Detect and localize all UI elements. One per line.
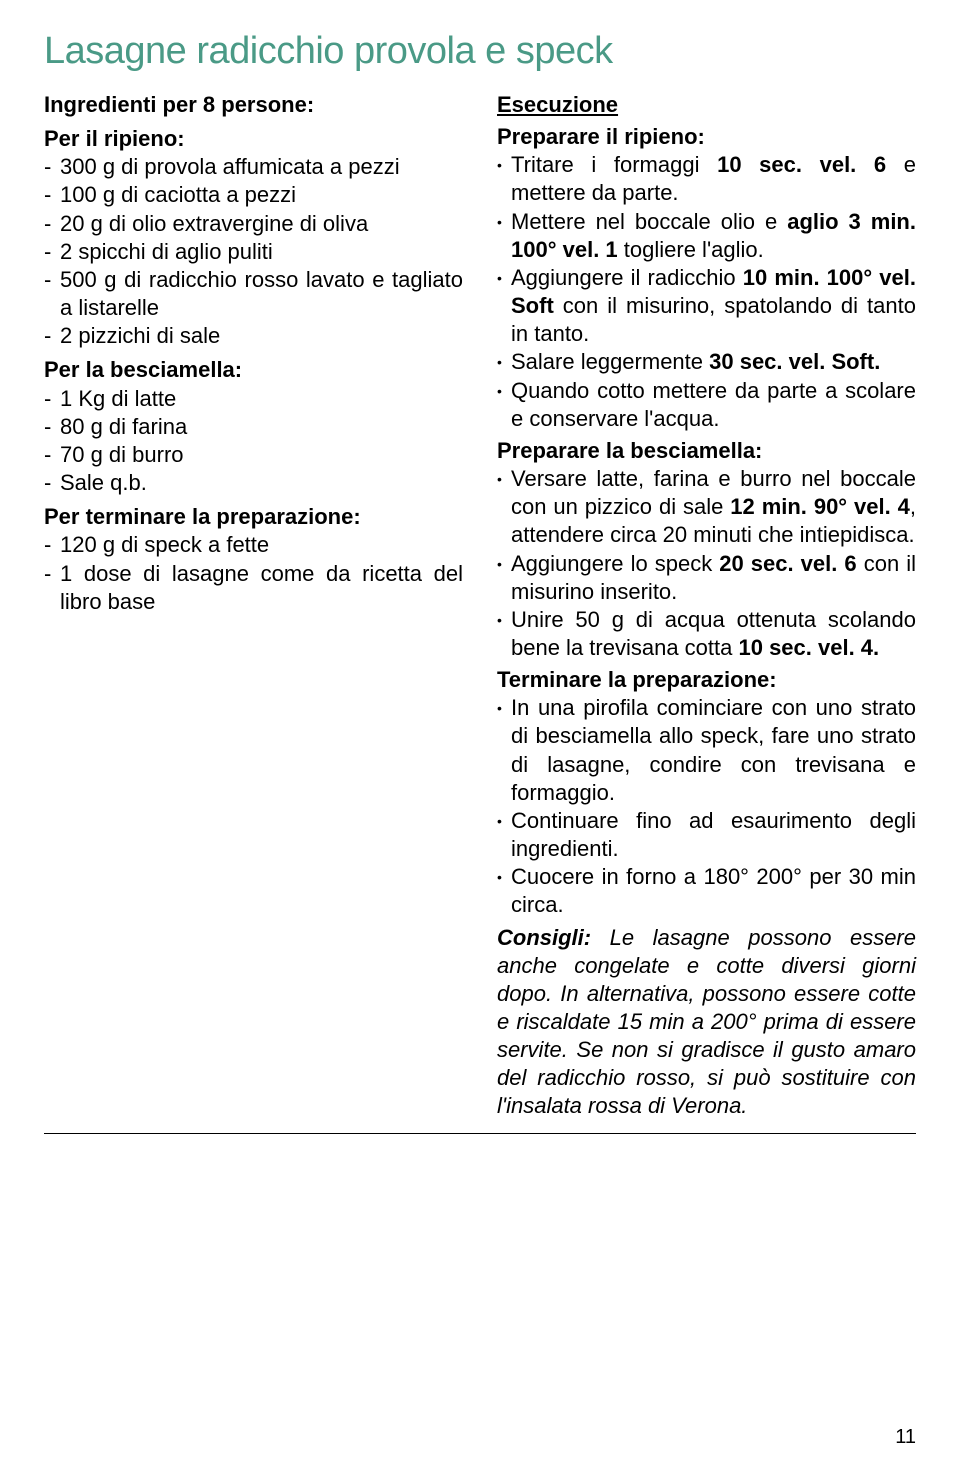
execution-step: •Versare latte, farina e burro nel bocca… xyxy=(497,465,916,549)
ingredient-item: -500 g di radicchio rosso lavato e tagli… xyxy=(44,266,463,322)
execution-step: •Quando cotto mettere da parte a scolare… xyxy=(497,377,916,433)
ingredient-item: -2 pizzichi di sale xyxy=(44,322,463,350)
bullet-icon: • xyxy=(497,694,511,807)
ingredient-group-label: Per terminare la preparazione: xyxy=(44,503,463,531)
bullet-icon: • xyxy=(497,208,511,264)
ingredient-text: 500 g di radicchio rosso lavato e taglia… xyxy=(60,266,463,322)
ingredient-text: 120 g di speck a fette xyxy=(60,531,463,559)
ingredient-item: -Sale q.b. xyxy=(44,469,463,497)
dash-icon: - xyxy=(44,441,60,469)
ingredient-group-label: Per la besciamella: xyxy=(44,356,463,384)
bullet-icon: • xyxy=(497,550,511,606)
execution-step: •In una pirofila cominciare con uno stra… xyxy=(497,694,916,807)
execution-sections: Preparare il ripieno:•Tritare i formaggi… xyxy=(497,123,916,919)
ingredient-text: 100 g di caciotta a pezzi xyxy=(60,181,463,209)
dash-icon: - xyxy=(44,385,60,413)
bullet-icon: • xyxy=(497,377,511,433)
dash-icon: - xyxy=(44,210,60,238)
bullet-icon: • xyxy=(497,807,511,863)
execution-step: •Cuocere in forno a 180° 200° per 30 min… xyxy=(497,863,916,919)
execution-step-text: Continuare fino ad esaurimento degli ing… xyxy=(511,807,916,863)
ingredients-column: Ingredienti per 8 persone: Per il ripien… xyxy=(44,91,463,1121)
dash-icon: - xyxy=(44,469,60,497)
dash-icon: - xyxy=(44,531,60,559)
page-number: 11 xyxy=(895,1426,916,1449)
dash-icon: - xyxy=(44,238,60,266)
execution-step-text: Tritare i formaggi 10 sec. vel. 6 e mett… xyxy=(511,151,916,207)
execution-step: •Continuare fino ad esaurimento degli in… xyxy=(497,807,916,863)
ingredient-item: -80 g di farina xyxy=(44,413,463,441)
execution-subheading: Preparare la besciamella: xyxy=(497,437,916,465)
dash-icon: - xyxy=(44,413,60,441)
execution-step-text: Unire 50 g di acqua ottenuta scolando be… xyxy=(511,606,916,662)
execution-subheading: Preparare il ripieno: xyxy=(497,123,916,151)
dash-icon: - xyxy=(44,322,60,350)
bullet-icon: • xyxy=(497,606,511,662)
execution-step-text: Cuocere in forno a 180° 200° per 30 min … xyxy=(511,863,916,919)
consigli-text: Le lasagne possono essere anche congelat… xyxy=(497,925,916,1119)
ingredient-text: 70 g di burro xyxy=(60,441,463,469)
ingredient-text: 2 spicchi di aglio puliti xyxy=(60,238,463,266)
content-columns: Ingredienti per 8 persone: Per il ripien… xyxy=(44,91,916,1121)
bullet-icon: • xyxy=(497,465,511,549)
servings-heading: Ingredienti per 8 persone: xyxy=(44,91,463,119)
ingredient-item: -1 dose di lasagne come da ricetta del l… xyxy=(44,560,463,616)
dash-icon: - xyxy=(44,560,60,616)
ingredient-item: -1 Kg di latte xyxy=(44,385,463,413)
execution-step: •Tritare i formaggi 10 sec. vel. 6 e met… xyxy=(497,151,916,207)
execution-step-text: In una pirofila cominciare con uno strat… xyxy=(511,694,916,807)
bullet-icon: • xyxy=(497,348,511,376)
execution-step: •Aggiungere lo speck 20 sec. vel. 6 con … xyxy=(497,550,916,606)
execution-step-text: Salare leggermente 30 sec. vel. Soft. xyxy=(511,348,916,376)
ingredient-item: -300 g di provola affumicata a pezzi xyxy=(44,153,463,181)
ingredient-item: -120 g di speck a fette xyxy=(44,531,463,559)
execution-step: •Salare leggermente 30 sec. vel. Soft. xyxy=(497,348,916,376)
ingredient-item: -20 g di olio extravergine di oliva xyxy=(44,210,463,238)
execution-step-text: Aggiungere il radicchio 10 min. 100° vel… xyxy=(511,264,916,348)
ingredient-text: 20 g di olio extravergine di oliva xyxy=(60,210,463,238)
execution-step: •Unire 50 g di acqua ottenuta scolando b… xyxy=(497,606,916,662)
execution-step-text: Aggiungere lo speck 20 sec. vel. 6 con i… xyxy=(511,550,916,606)
ingredient-group-label: Per il ripieno: xyxy=(44,125,463,153)
divider xyxy=(44,1133,916,1134)
execution-step: •Mettere nel boccale olio e aglio 3 min.… xyxy=(497,208,916,264)
dash-icon: - xyxy=(44,181,60,209)
dash-icon: - xyxy=(44,266,60,322)
consigli-paragraph: Consigli: Le lasagne possono essere anch… xyxy=(497,924,916,1121)
consigli-label: Consigli: xyxy=(497,925,591,950)
execution-step-text: Versare latte, farina e burro nel boccal… xyxy=(511,465,916,549)
ingredient-text: 300 g di provola affumicata a pezzi xyxy=(60,153,463,181)
execution-step-text: Mettere nel boccale olio e aglio 3 min. … xyxy=(511,208,916,264)
recipe-title: Lasagne radicchio provola e speck xyxy=(44,30,916,73)
ingredient-item: -70 g di burro xyxy=(44,441,463,469)
ingredient-text: Sale q.b. xyxy=(60,469,463,497)
execution-step-text: Quando cotto mettere da parte a scolare … xyxy=(511,377,916,433)
ingredient-text: 1 dose di lasagne come da ricetta del li… xyxy=(60,560,463,616)
bullet-icon: • xyxy=(497,264,511,348)
ingredient-item: -100 g di caciotta a pezzi xyxy=(44,181,463,209)
bullet-icon: • xyxy=(497,863,511,919)
execution-subheading: Terminare la preparazione: xyxy=(497,666,916,694)
ingredient-text: 2 pizzichi di sale xyxy=(60,322,463,350)
ingredient-item: -2 spicchi di aglio puliti xyxy=(44,238,463,266)
execution-step: •Aggiungere il radicchio 10 min. 100° ve… xyxy=(497,264,916,348)
ingredient-text: 1 Kg di latte xyxy=(60,385,463,413)
ingredient-text: 80 g di farina xyxy=(60,413,463,441)
bullet-icon: • xyxy=(497,151,511,207)
execution-column: Esecuzione Preparare il ripieno:•Tritare… xyxy=(497,91,916,1121)
execution-heading: Esecuzione xyxy=(497,91,916,119)
dash-icon: - xyxy=(44,153,60,181)
ingredient-groups: Per il ripieno:-300 g di provola affumic… xyxy=(44,125,463,616)
